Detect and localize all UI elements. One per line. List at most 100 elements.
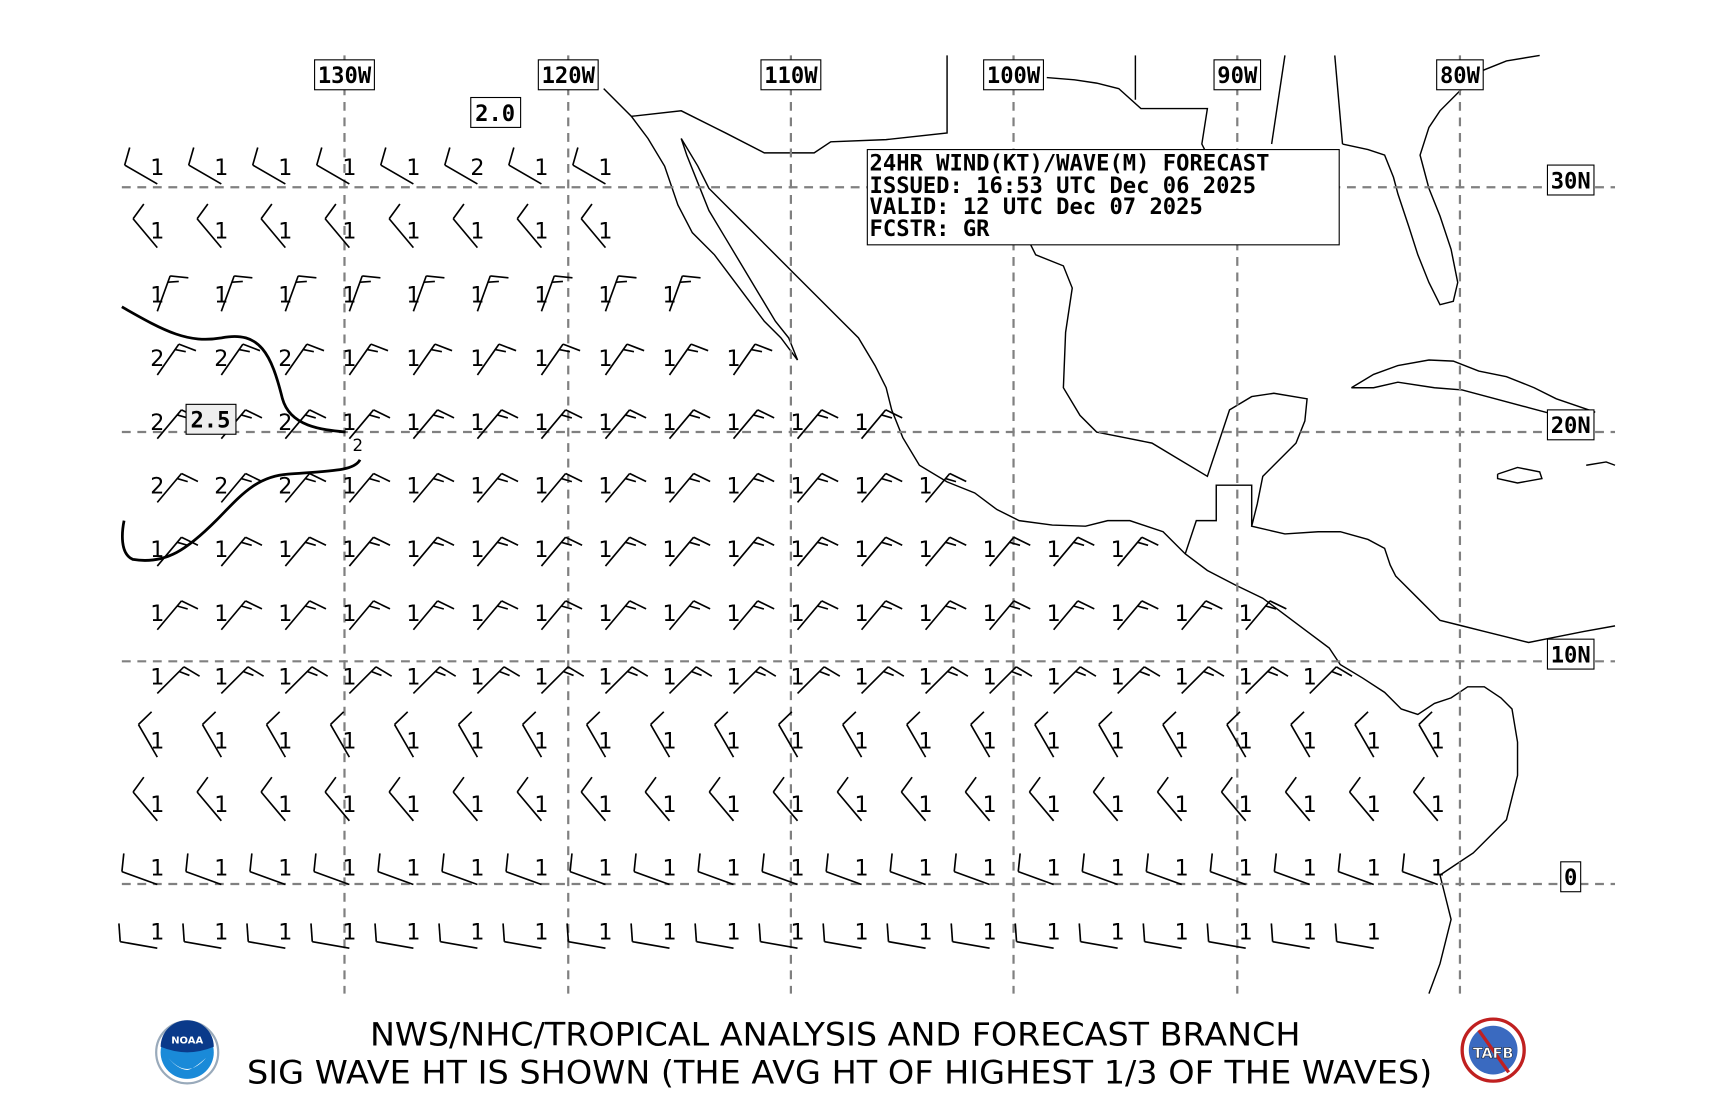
wave-height-value: 1 (726, 792, 740, 818)
wave-contours (121, 305, 362, 562)
wind-barb (1017, 853, 1054, 886)
wind-barb (906, 711, 927, 758)
wind-barb (1092, 776, 1119, 822)
footer-line-2: SIG WAVE HT IS SHOWN (THE AVG HT OF HIGH… (247, 1053, 1432, 1091)
wind-barb (388, 776, 415, 822)
wave-height-value: 1 (534, 219, 548, 245)
wind-barb (452, 776, 479, 822)
contour-2m-south (121, 458, 362, 562)
wind-barb (324, 203, 351, 249)
wave-height-value: 1 (919, 728, 933, 754)
wave-height-value: 1 (1175, 665, 1189, 691)
wave-height-value: 1 (662, 601, 676, 627)
wave-height-value: 1 (726, 410, 740, 436)
wind-barb (1014, 923, 1054, 950)
wave-height-value: 1 (278, 919, 292, 945)
wind-barb (540, 472, 583, 503)
wave-height-value: 1 (470, 792, 484, 818)
lon-label: 110W (760, 59, 822, 91)
wind-barb (260, 776, 286, 822)
wind-barb (132, 776, 158, 822)
wind-barb (476, 275, 509, 312)
mexico-central-america-pacific-coast (680, 138, 1519, 994)
wave-height-value: 1 (1047, 728, 1061, 754)
wave-height-value: 1 (919, 474, 933, 500)
wave-height-value: 1 (470, 474, 484, 500)
lon-label-text: 110W (764, 63, 818, 89)
wind-barb (182, 923, 222, 950)
wind-barb (604, 600, 647, 631)
wind-barb (1348, 776, 1375, 822)
wind-barb (156, 275, 189, 312)
wave-height-value: 1 (855, 474, 869, 500)
wind-barb (796, 600, 839, 631)
wind-barb (516, 203, 543, 249)
wind-barb (713, 711, 735, 758)
lat-label: 10N (1546, 638, 1595, 670)
wave-height-value: 1 (919, 665, 933, 691)
wave-height-value: 1 (342, 856, 356, 882)
wave-height-value: 1 (855, 410, 869, 436)
wind-barb (284, 666, 329, 695)
wave-height-value: 1 (1047, 665, 1061, 691)
wind-barb (1245, 666, 1289, 695)
wind-barb (123, 147, 158, 185)
wave-height-value: 1 (662, 537, 676, 563)
wind-barb (668, 343, 709, 376)
wave-height-value: 1 (1239, 919, 1253, 945)
wave-height-value: 1 (406, 537, 420, 563)
wave-height-value: 1 (342, 474, 356, 500)
wind-barb (860, 666, 905, 695)
wind-barb (457, 711, 479, 758)
wave-height-value: 1 (598, 919, 612, 945)
wind-barb (284, 275, 317, 312)
wave-height-value: 1 (406, 410, 420, 436)
baja-east-coast (680, 138, 799, 361)
wind-barb (1117, 536, 1159, 567)
wave-height-value: 1 (1175, 601, 1189, 627)
gulf-of-mexico-coast (1018, 221, 1616, 644)
wind-barb (1290, 711, 1311, 758)
wind-barb (697, 853, 734, 886)
wave-height-value: 1 (790, 665, 804, 691)
wave-height-value: 1 (598, 474, 612, 500)
wind-barb (777, 711, 799, 758)
wave-height-value: 1 (214, 601, 228, 627)
wave-height-value: 1 (1047, 792, 1061, 818)
wind-barb (796, 536, 839, 567)
wind-barb (1401, 853, 1439, 886)
wave-height-value: 1 (342, 410, 356, 436)
wind-barb (201, 711, 223, 758)
wind-barb (1081, 853, 1118, 886)
wind-barb (822, 923, 862, 950)
wave-height-value: 1 (470, 410, 484, 436)
wave-height-value: 1 (598, 665, 612, 691)
wave-height-value: 1 (534, 537, 548, 563)
wave-height-value: 1 (534, 665, 548, 691)
wave-height-value: 1 (983, 856, 997, 882)
wave-height-value: 1 (1047, 856, 1061, 882)
wave-height-value: 1 (726, 665, 740, 691)
wave-height-value: 1 (726, 474, 740, 500)
wave-height-value: 1 (278, 728, 292, 754)
wind-barb (1334, 923, 1374, 950)
wave-height-value: 1 (855, 537, 869, 563)
wave-height-value: 1 (1367, 728, 1381, 754)
wave-height-value: 1 (406, 346, 420, 372)
wave-height-value: 1 (406, 856, 420, 882)
wind-barb (284, 536, 327, 567)
jamaica (1496, 466, 1543, 484)
lon-label-text: 130W (318, 63, 372, 89)
wind-barb (412, 343, 453, 376)
wind-barb (1418, 711, 1439, 758)
wave-height-value: 1 (855, 728, 869, 754)
wind-barb (604, 536, 647, 567)
wave-height-value: 1 (790, 410, 804, 436)
wind-barb (412, 472, 455, 503)
wind-barb (572, 147, 606, 185)
wave-height-value: 1 (278, 155, 292, 181)
contour-label-text: 2.0 (475, 101, 515, 127)
contour-label-text: 2.5 (190, 408, 230, 434)
us-mexico-border (631, 55, 948, 154)
